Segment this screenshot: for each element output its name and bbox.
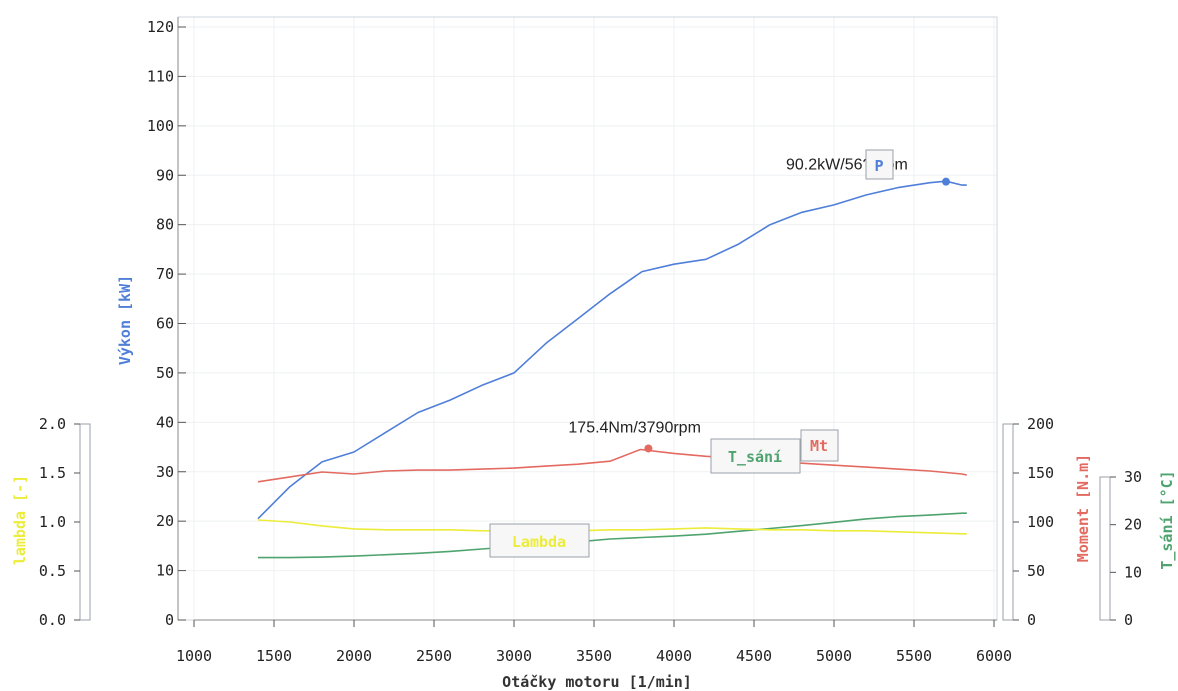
power-tick-label: 70 [156,265,174,283]
moment-series-label: Mt [810,437,828,455]
x-tick-label: 4500 [736,647,772,665]
lambda-tick-label: 1.0 [39,513,66,531]
lambda-tick-label: 0.5 [39,562,66,580]
intake-temp-axis-bar [1099,476,1111,621]
power-tick-label: 50 [156,364,174,382]
power-tick-label: 90 [156,166,174,184]
power-tick-label: 20 [156,512,174,530]
intake-temp-series-line [258,512,967,559]
intake-temp-series-label-box: T_sání [710,438,801,474]
moment-tick-label: 100 [1027,513,1054,531]
lambda-series-line [257,519,967,535]
power-tick-label: 10 [156,562,174,580]
intake-temp-axis-label: T_sání [°C] [1158,470,1176,569]
power-series-label: P [874,157,883,175]
moment-max-marker [644,444,653,453]
moment-axis-bar [1002,423,1014,621]
intake-temp-axis: 0 10 20 30 [1099,468,1142,629]
intake-temp-tick-label: 30 [1124,468,1142,486]
moment-tick-label: 150 [1027,464,1054,482]
intake-temp-tick-label: 0 [1124,611,1133,629]
x-tick-label: 6000 [976,647,1012,665]
power-series-line [257,180,967,520]
lambda-tick-label: 0.0 [39,611,66,629]
x-tick-label: 1000 [176,647,212,665]
lambda-tick-label: 1.5 [39,464,66,482]
moment-axis-label: Moment [N.m] [1074,454,1092,562]
x-tick-label: 5500 [896,647,932,665]
series-layer [257,180,967,559]
lambda-axis-label: lambda [-] [11,475,29,565]
power-tick-label: 0 [165,611,174,629]
x-tick-label: 2000 [336,647,372,665]
power-axis-label: Výkon [kW] [116,275,134,365]
moment-series-label-box: Mt [800,429,839,462]
moment-max-annotation: 175.4Nm/3790rpm [568,419,701,436]
x-tick-label: 4000 [656,647,692,665]
moment-tick-label: 0 [1027,611,1036,629]
power-tick-label: 120 [147,18,174,36]
moment-tick-label: 200 [1027,415,1054,433]
power-max-marker [942,177,950,186]
x-axis-label: Otáčky motoru [1/min] [502,673,692,691]
moment-tick-label: 50 [1027,562,1045,580]
x-axis: 1000 1500 2000 2500 3000 3500 4000 4500 5000 5500… [176,619,1012,665]
lambda-series-label: Lambda [512,533,566,551]
power-tick-label: 40 [156,413,174,431]
moment-axis: 0 50 100 150 200 [1002,415,1054,629]
moment-series-line [257,448,967,483]
power-tick-label: 100 [147,117,174,135]
intake-temp-tick-label: 10 [1124,563,1142,581]
lambda-series-label-box: Lambda [489,523,590,558]
x-tick-label: 3000 [496,647,532,665]
power-tick-label: 30 [156,463,174,481]
power-series-label-box: P [865,149,894,180]
power-tick-label: 60 [156,315,174,333]
power-tick-label: 110 [147,67,174,85]
x-tick-label: 5000 [816,647,852,665]
intake-temp-tick-label: 20 [1124,516,1142,534]
lambda-axis-bar [79,423,91,621]
x-tick-label: 1500 [256,647,292,665]
power-tick-label: 80 [156,216,174,234]
power-axis: 0 10 20 30 40 50 60 70 80 90 100 110 120 [147,17,186,629]
x-tick-label: 3500 [576,647,612,665]
x-tick-label: 2500 [416,647,452,665]
lambda-tick-label: 2.0 [39,415,66,433]
intake-temp-series-label: T_sání [728,448,782,466]
lambda-axis: 0.0 0.5 1.0 1.5 2.0 [39,415,91,629]
